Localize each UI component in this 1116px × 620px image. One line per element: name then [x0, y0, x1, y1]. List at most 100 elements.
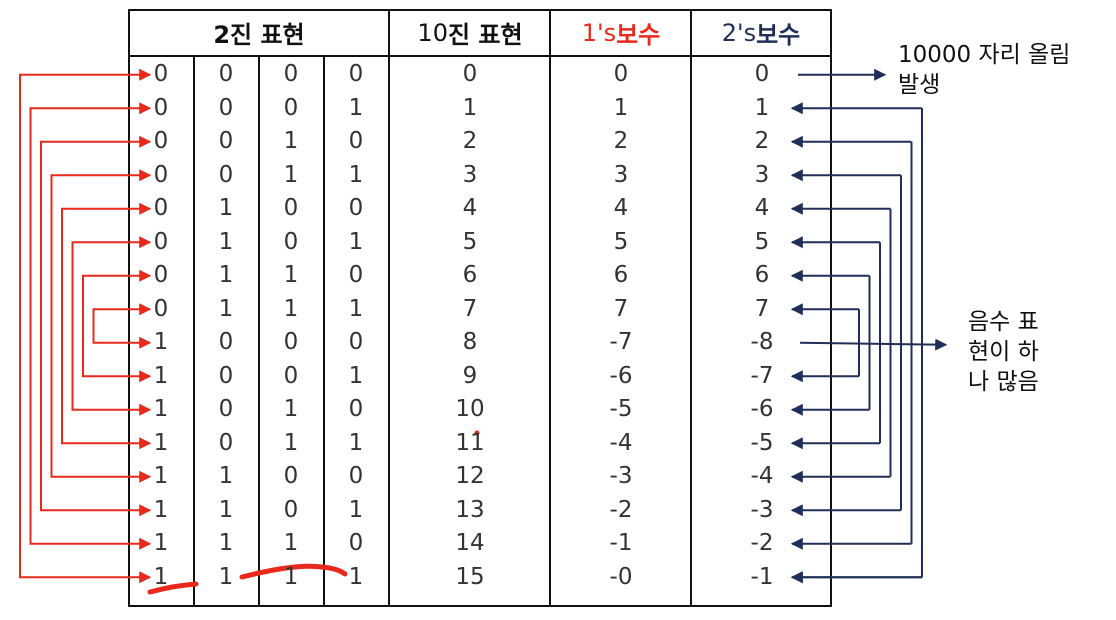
- header-decimal-number: 10: [417, 18, 448, 47]
- decimal-cell: 4: [462, 195, 478, 221]
- twos-complement-cell: 2: [754, 128, 770, 154]
- bit-cell: 1: [348, 496, 364, 523]
- bit-cell: 0: [283, 61, 299, 87]
- bit-cell: 1: [218, 563, 234, 590]
- header-decimal-label: 진 표현: [447, 21, 523, 49]
- decimal-cell: 2: [462, 128, 478, 154]
- handwritten-underline: [147, 581, 199, 595]
- bit-cell: 1: [283, 295, 299, 322]
- bit-cell: 1: [348, 563, 364, 590]
- twos-complement-cell: -6: [750, 396, 774, 422]
- bit-cell: 1: [218, 463, 234, 489]
- decimal-cell: 3: [462, 161, 478, 188]
- bit-cell: 0: [283, 496, 299, 523]
- twos-complement-cell: -1: [750, 563, 774, 590]
- twos-complement-cell: -4: [750, 463, 774, 489]
- header-binary-label: 2진 표현: [213, 21, 305, 49]
- bit-cell: 1: [153, 530, 169, 556]
- decimal-cell: 10: [455, 396, 485, 422]
- bit-cell: 1: [348, 295, 364, 322]
- bit-cell: 1: [283, 396, 299, 422]
- header-ones-complement: 1's 보수: [551, 10, 691, 55]
- negative-note-arrow: [799, 338, 948, 351]
- bit-cell: 1: [153, 429, 169, 456]
- bit-cell: 1: [153, 396, 169, 422]
- ones-complement-cell: 3: [613, 161, 629, 188]
- decimal-cell: 8: [462, 329, 478, 355]
- bit-cell: 0: [348, 396, 364, 422]
- bit-cell: 0: [283, 362, 299, 389]
- decimal-cell: 12: [455, 463, 485, 489]
- bit-cell: 1: [348, 161, 364, 188]
- bit-cell: 0: [348, 262, 364, 288]
- twos-complement-cell: 3: [754, 161, 770, 188]
- header-ones-prefix: 1's: [581, 18, 617, 47]
- twos-complement-cell: -2: [750, 530, 774, 556]
- ones-complement-cell: 1: [613, 94, 629, 121]
- header-binary: 2진 표현: [130, 10, 388, 55]
- twos-complement-cell: 1: [754, 94, 770, 121]
- bit-cell: 1: [218, 295, 234, 322]
- ones-complement-cell: 5: [613, 228, 629, 255]
- bit-cell: 0: [218, 429, 234, 456]
- decimal-cell: 6: [462, 262, 478, 288]
- bit-cell: 0: [348, 530, 364, 556]
- twos-complement-cell: 4: [754, 195, 770, 221]
- decimal-cell: 15: [455, 563, 485, 590]
- ones-complement-cell: 2: [613, 128, 629, 154]
- ones-complement-cell: -7: [609, 329, 633, 355]
- bit-cell: 0: [218, 329, 234, 355]
- decimal-cell: 14: [455, 530, 485, 556]
- bit-cell: 0: [153, 295, 169, 322]
- bit-cell: 0: [283, 195, 299, 221]
- negative-note: 음수 표 현이 하 나 많음: [968, 309, 1039, 395]
- twos-complement-cell: 0: [754, 61, 770, 87]
- twos-complement-cell: 7: [754, 295, 770, 322]
- ones-complement-cell: -2: [609, 496, 633, 523]
- bit-cell: 0: [153, 94, 169, 121]
- twos-complement-cell: -7: [750, 362, 774, 389]
- header-twos-complement: 2's 보수: [692, 10, 830, 55]
- bit-cell: 0: [283, 94, 299, 121]
- bit-cell: 1: [283, 262, 299, 288]
- header-decimal: 10 진 표현: [390, 10, 550, 55]
- bit-cell: 0: [283, 329, 299, 355]
- bit-cell: 0: [218, 161, 234, 188]
- bit-cell: 0: [153, 161, 169, 188]
- decimal-cell: 1: [462, 94, 478, 121]
- header-twos-prefix: 2's: [721, 18, 757, 47]
- ones-complement-cell: -4: [609, 429, 633, 456]
- bit-cell: 1: [348, 429, 364, 456]
- decimal-cell: 13: [455, 496, 485, 523]
- ones-complement-cell: -5: [609, 396, 633, 422]
- decimal-cell: 9: [462, 362, 478, 389]
- bit-cell: 1: [348, 362, 364, 389]
- carry-note: 10000 자리 올림 발생: [898, 42, 1071, 98]
- decimal-cell: 0: [462, 61, 478, 87]
- ones-complement-cell: -1: [609, 530, 633, 556]
- bit-cell: 0: [283, 228, 299, 255]
- bit-cell: 0: [218, 362, 234, 389]
- bit-cell: 1: [283, 429, 299, 456]
- bit-cell: 0: [153, 128, 169, 154]
- decimal-cell: 7: [462, 295, 478, 322]
- bit-cell: 0: [348, 61, 364, 87]
- bit-cell: 1: [283, 530, 299, 556]
- ones-complement-cell: -3: [609, 463, 633, 489]
- ones-complement-cell: 7: [613, 295, 629, 322]
- bit-cell: 1: [218, 228, 234, 255]
- bit-cell: 0: [348, 195, 364, 221]
- decimal-cell: 11: [455, 429, 485, 456]
- bit-cell: 1: [218, 262, 234, 288]
- bit-cell: 1: [153, 496, 169, 523]
- ones-complement-cell: 6: [613, 262, 629, 288]
- bit-cell: 1: [218, 496, 234, 523]
- bit-cell: 0: [153, 195, 169, 221]
- decimal-cell: 5: [462, 228, 478, 255]
- bit-cell: 1: [153, 563, 169, 590]
- bit-cell: 1: [283, 161, 299, 188]
- twos-complement-cell: -5: [750, 429, 774, 456]
- bit-cell: 1: [283, 128, 299, 154]
- bit-cell: 1: [283, 563, 299, 590]
